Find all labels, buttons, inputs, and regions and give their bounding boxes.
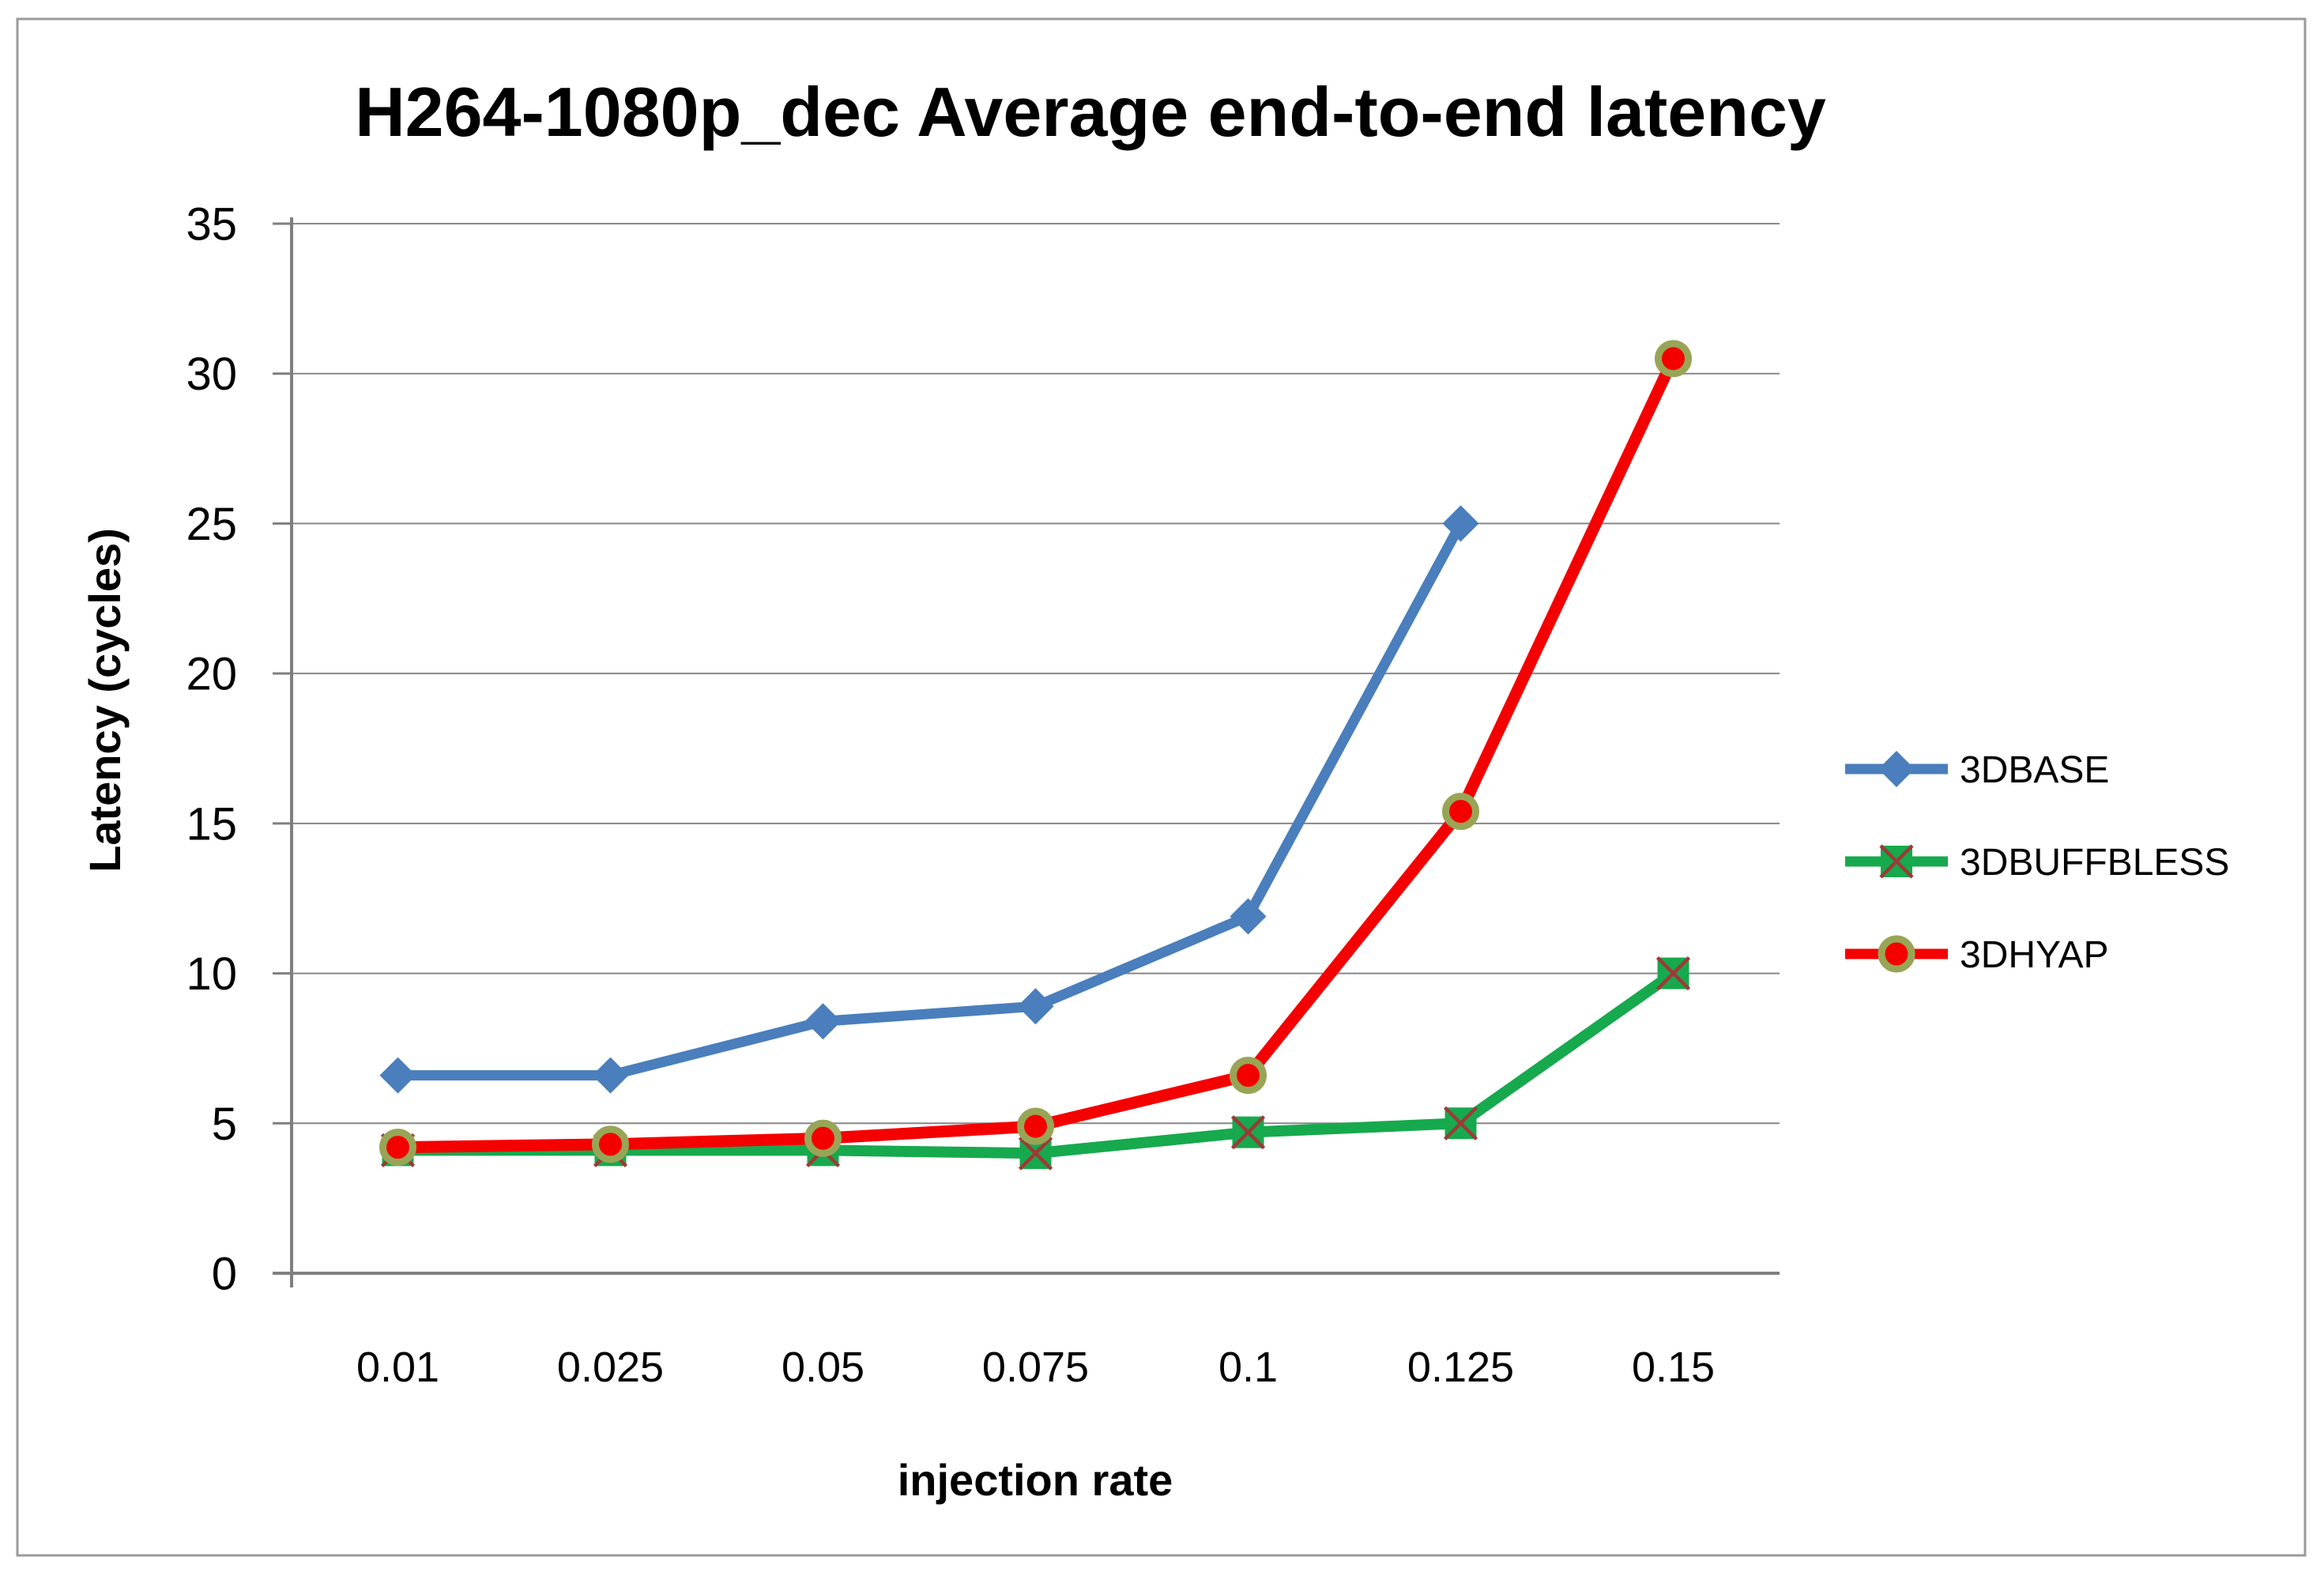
y-tick-label: 30 <box>186 349 237 400</box>
legend: 3DBASE 3DBUFFBLESS 3DHYAP <box>1845 749 2229 976</box>
data-point-marker <box>804 1003 842 1040</box>
chart-border <box>16 17 2307 1557</box>
data-point-marker <box>804 1119 842 1157</box>
legend-marker <box>1878 751 1915 787</box>
series-line <box>392 352 1679 1154</box>
y-tick-label: 10 <box>186 948 237 1000</box>
y-tick-label: 0 <box>212 1249 237 1300</box>
y-tick-label: 25 <box>186 499 237 550</box>
x-axis-title: injection rate <box>898 1455 1173 1505</box>
series-line <box>393 518 1466 1081</box>
legend-label: 3DBUFFBLESS <box>1960 842 2229 884</box>
y-tick-label: 20 <box>186 649 237 700</box>
data-point-marker <box>592 1057 629 1094</box>
data-point-marker <box>1443 1106 1478 1140</box>
data-point-marker <box>1017 1107 1054 1145</box>
legend-label: 3DBASE <box>1960 749 2109 791</box>
legend-label: 3DHYAP <box>1960 934 2109 976</box>
data-point-marker <box>1655 340 1692 378</box>
data-point-marker <box>1017 988 1054 1025</box>
data-point-marker <box>1442 505 1479 542</box>
data-point-marker <box>592 1125 629 1163</box>
x-tick-label: 0.15 <box>1632 1344 1715 1391</box>
legend-marker <box>1878 935 1915 973</box>
x-tick-label: 0.125 <box>1407 1344 1514 1391</box>
chart-title: H264-1080p_dec Average end-to-end latenc… <box>355 73 1826 151</box>
x-tick-label: 0.05 <box>782 1344 864 1391</box>
x-tick-label: 0.01 <box>356 1344 439 1391</box>
data-point-marker <box>379 1057 416 1094</box>
x-tick-label: 0.075 <box>982 1344 1089 1391</box>
y-tick-label: 35 <box>186 199 237 251</box>
series-3dhyap <box>379 340 1692 1167</box>
legend-item-3dbuffbless: 3DBUFFBLESS <box>1845 842 2229 884</box>
y-tick-label: 5 <box>212 1099 237 1150</box>
y-tick-label: 15 <box>186 798 237 850</box>
data-point-marker <box>1230 1057 1267 1095</box>
x-tick-label: 0.1 <box>1218 1344 1278 1391</box>
data-point-marker <box>1230 898 1267 935</box>
x-tick-label: 0.025 <box>557 1344 664 1391</box>
data-point-marker <box>1442 793 1479 831</box>
legend-marker <box>1879 844 1914 879</box>
series-3dbase <box>379 505 1479 1094</box>
data-point-marker <box>1230 1115 1266 1150</box>
data-point-marker <box>379 1129 416 1167</box>
data-point-marker <box>1655 956 1691 991</box>
legend-item-3dhyap: 3DHYAP <box>1845 934 2109 976</box>
legend-item-3dbase: 3DBASE <box>1845 749 2109 791</box>
y-axis-title: Latency (cycles) <box>80 528 130 873</box>
